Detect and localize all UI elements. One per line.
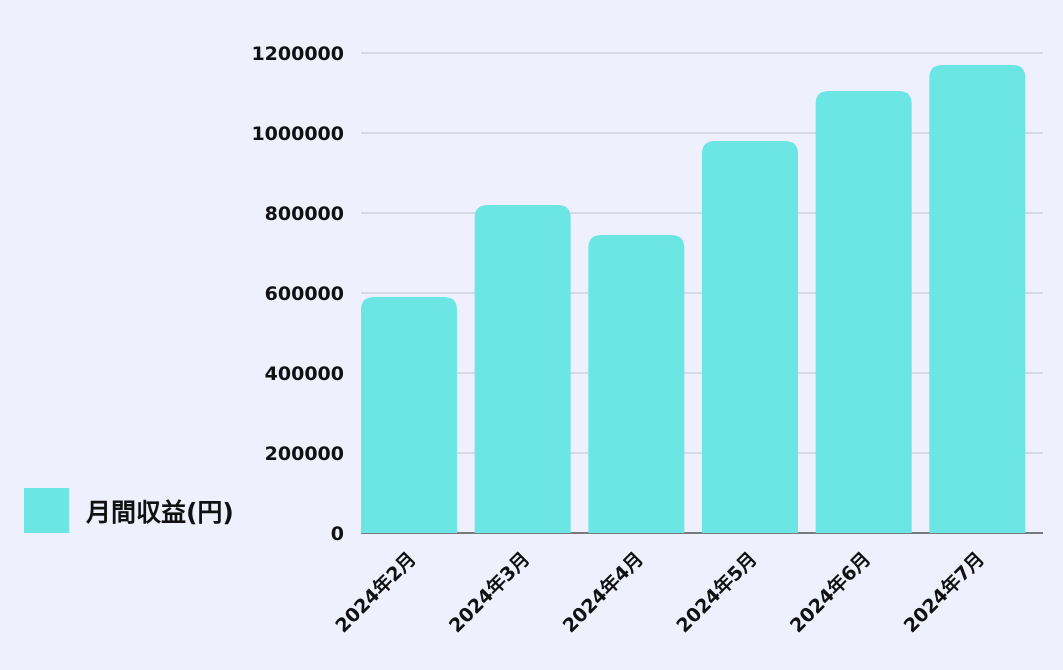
bar: [815, 91, 912, 533]
legend-swatch: [24, 488, 69, 533]
legend-label: 月間収益(円): [86, 497, 234, 527]
y-axis-ticks: 0 200000 400000 600000 800000 1000000 1200000: [251, 43, 344, 545]
bar: [474, 205, 571, 533]
x-tick-label: 2024年7月: [899, 547, 989, 637]
bar: [929, 65, 1026, 533]
y-tick-label: 1200000: [251, 43, 344, 65]
x-tick-label: 2024年4月: [558, 547, 648, 637]
y-tick-label: 600000: [265, 283, 344, 305]
y-tick-label: 1000000: [251, 123, 344, 145]
x-axis-ticks: 2024年2月 2024年3月 2024年4月 2024年5月 2024年6月 2024年…: [331, 547, 989, 637]
y-tick-label: 800000: [265, 203, 344, 225]
y-tick-label: 400000: [265, 363, 344, 385]
y-tick-label: 200000: [265, 443, 344, 465]
legend: 月間収益(円): [24, 488, 234, 533]
x-tick-label: 2024年5月: [672, 547, 762, 637]
bar: [702, 141, 798, 533]
bars: [361, 65, 1026, 533]
x-tick-label: 2024年2月: [331, 547, 421, 637]
x-tick-label: 2024年3月: [444, 547, 534, 637]
bar: [588, 235, 685, 533]
y-tick-label: 0: [331, 523, 344, 545]
bar: [361, 297, 457, 533]
x-tick-label: 2024年6月: [785, 547, 875, 637]
